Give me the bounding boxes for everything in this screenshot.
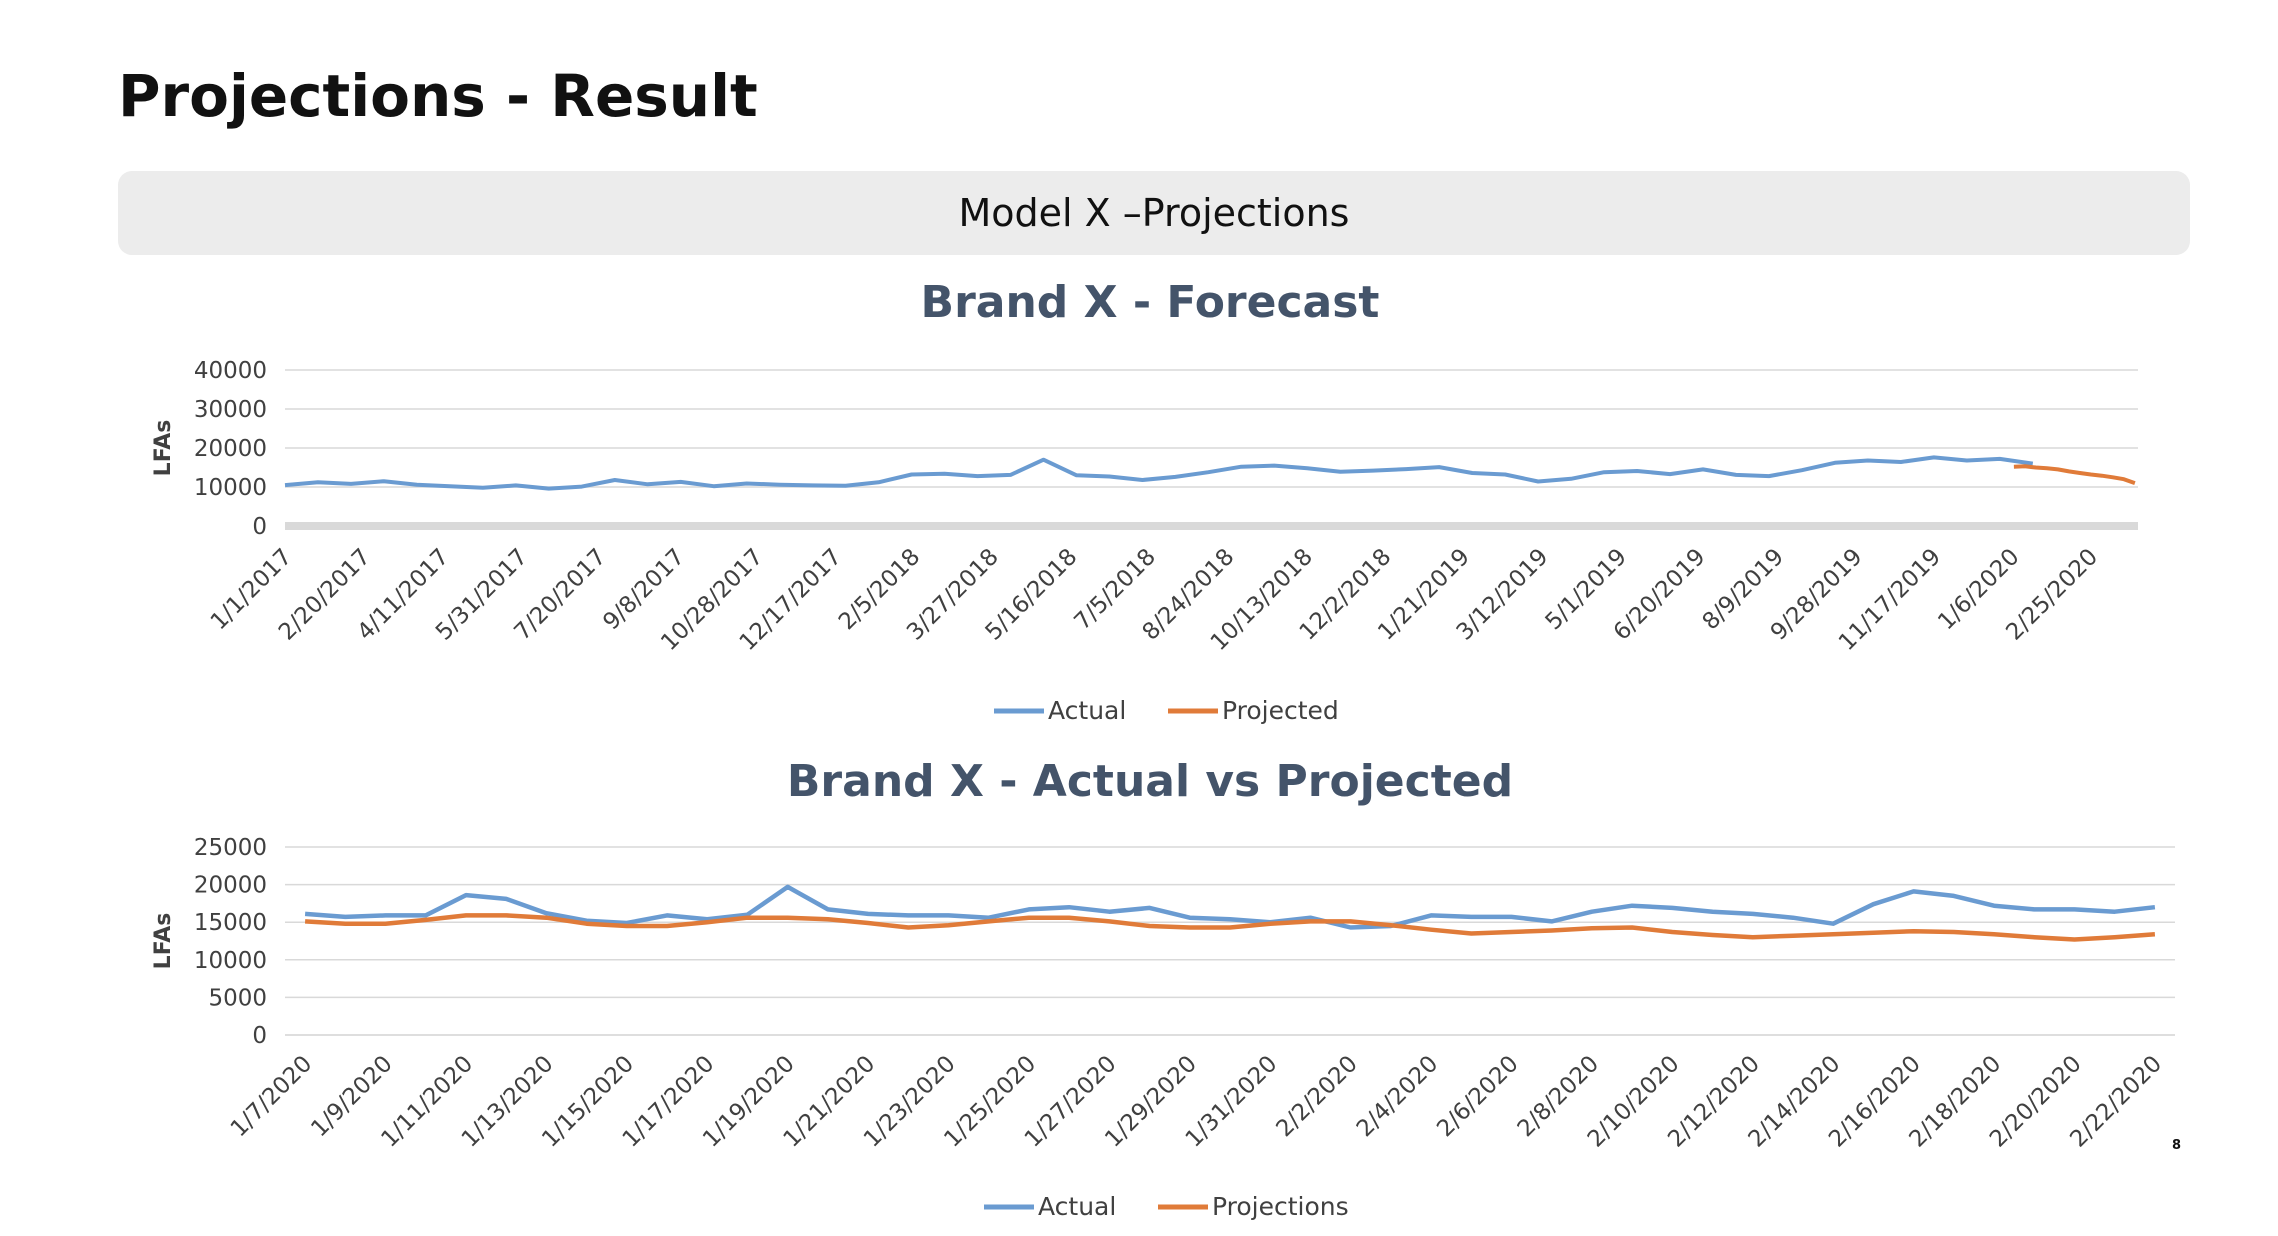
legend-label-projections: Projections bbox=[1212, 1192, 1349, 1221]
y-tick-label: 20000 bbox=[194, 873, 267, 899]
y-axis-label: LFAs bbox=[151, 420, 176, 477]
y-tick-label: 20000 bbox=[194, 436, 267, 462]
x-tick-label: 2/2/2020 bbox=[1271, 1051, 1362, 1142]
section-banner: Model X –Projections bbox=[118, 171, 2190, 255]
y-tick-label: 0 bbox=[252, 1023, 267, 1049]
page-title: Projections - Result bbox=[118, 62, 758, 130]
x-tick-label: 2/4/2020 bbox=[1352, 1051, 1443, 1142]
y-tick-label: 5000 bbox=[208, 985, 267, 1011]
legend-label-projected: Projected bbox=[1222, 696, 1339, 725]
x-tick-label: 2/6/2020 bbox=[1432, 1051, 1523, 1142]
series-line-actual bbox=[284, 455, 2034, 491]
series-line-projections bbox=[304, 913, 2156, 942]
y-tick-label: 25000 bbox=[194, 835, 267, 861]
page-number: 8 bbox=[2172, 1138, 2182, 1153]
y-tick-label: 10000 bbox=[194, 475, 267, 501]
y-tick-label: 40000 bbox=[194, 358, 267, 384]
chart-title: Brand X - Actual vs Projected bbox=[787, 756, 1513, 807]
series-line-actual bbox=[304, 884, 2156, 930]
y-axis-label: LFAs bbox=[151, 913, 176, 970]
x-tick-label: 1/7/2020 bbox=[226, 1051, 317, 1142]
chart-title: Brand X - Forecast bbox=[921, 277, 1380, 328]
legend-label-actual: Actual bbox=[1038, 1192, 1116, 1221]
forecast-chart: Brand X - Forecast 0 10000 20000 30000 40000 L… bbox=[151, 277, 2138, 725]
y-tick-label: 0 bbox=[252, 514, 267, 540]
y-tick-label: 15000 bbox=[194, 910, 267, 936]
banner-text: Model X –Projections bbox=[958, 191, 1350, 235]
actual-vs-projected-chart: Brand X - Actual vs Projected 0 5000 10000 1… bbox=[151, 756, 2175, 1221]
legend-label-actual: Actual bbox=[1048, 696, 1126, 725]
y-tick-label: 10000 bbox=[194, 948, 267, 974]
y-tick-label: 30000 bbox=[194, 397, 267, 423]
series-line-projected bbox=[2013, 464, 2136, 485]
